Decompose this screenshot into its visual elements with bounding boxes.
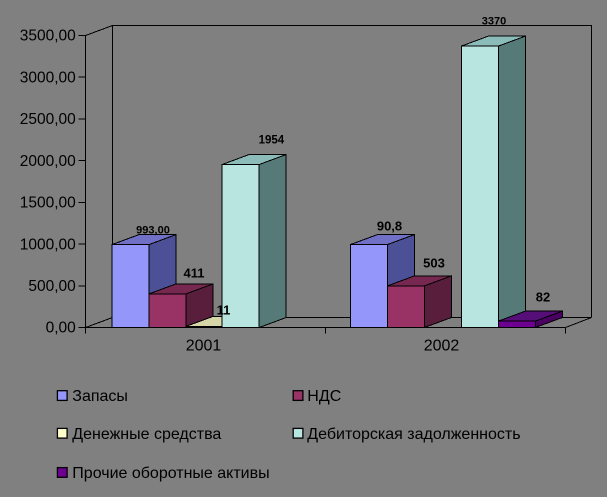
svg-text:11: 11 (217, 303, 231, 318)
svg-text:2001: 2001 (186, 337, 222, 354)
svg-text:1000,00: 1000,00 (20, 236, 76, 253)
svg-text:2000,00: 2000,00 (20, 153, 76, 170)
svg-text:500,00: 500,00 (28, 278, 76, 295)
svg-text:Прочие оборотные активы: Прочие оборотные активы (72, 465, 269, 482)
svg-text:2500,00: 2500,00 (20, 111, 76, 128)
svg-text:3500,00: 3500,00 (20, 28, 76, 45)
svg-text:0,00: 0,00 (46, 320, 77, 337)
svg-text:3000,00: 3000,00 (20, 69, 76, 86)
svg-text:993,00: 993,00 (136, 225, 170, 237)
svg-text:1500,00: 1500,00 (20, 195, 76, 212)
svg-text:82: 82 (536, 290, 550, 305)
svg-text:90,8: 90,8 (377, 219, 402, 234)
svg-text:Дебиторская задолженность: Дебиторская задолженность (307, 426, 520, 443)
svg-text:2002: 2002 (424, 337, 460, 354)
svg-text:411: 411 (184, 265, 205, 280)
svg-text:1954: 1954 (259, 135, 285, 147)
svg-text:503: 503 (423, 256, 445, 271)
svg-text:3370: 3370 (482, 15, 506, 27)
svg-text:Денежные средства: Денежные средства (72, 426, 221, 443)
svg-text:Запасы: Запасы (72, 388, 128, 405)
svg-text:НДС: НДС (307, 388, 341, 405)
